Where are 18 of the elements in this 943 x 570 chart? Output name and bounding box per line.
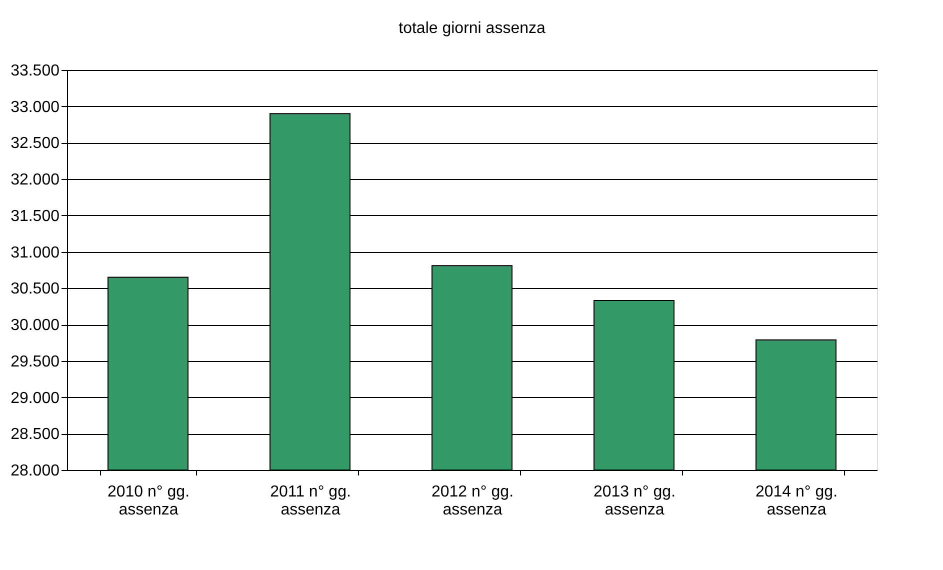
y-tick-label: 32.500 [10, 135, 60, 152]
x-tick-label: 2012 n° gg. assenza [431, 484, 514, 518]
chart-title: totale giorni assenza [398, 20, 546, 37]
y-tick-label: 33.500 [10, 62, 60, 80]
y-tick-label: 28.000 [10, 462, 60, 480]
x-tick-label: 2014 n° gg. assenza [755, 484, 838, 518]
y-tick-label: 31.500 [10, 208, 60, 225]
y-tick-label: 31.000 [10, 244, 60, 262]
x-tick-label: 2013 n° gg. assenza [593, 484, 676, 518]
y-tick-label: 28.500 [10, 426, 60, 444]
y-tick-label: 29.500 [10, 353, 60, 370]
y-tick-label: 30.500 [10, 280, 60, 298]
y-tick-label: 30.000 [10, 317, 60, 334]
x-tick-label: 2011 n° gg. assenza [270, 484, 351, 518]
y-tick-label: 29.000 [10, 390, 60, 407]
y-tick-label: 33.000 [10, 98, 60, 116]
y-tick-label: 32.000 [10, 172, 60, 189]
x-tick-label: 2010 n° gg. assenza [107, 484, 190, 518]
